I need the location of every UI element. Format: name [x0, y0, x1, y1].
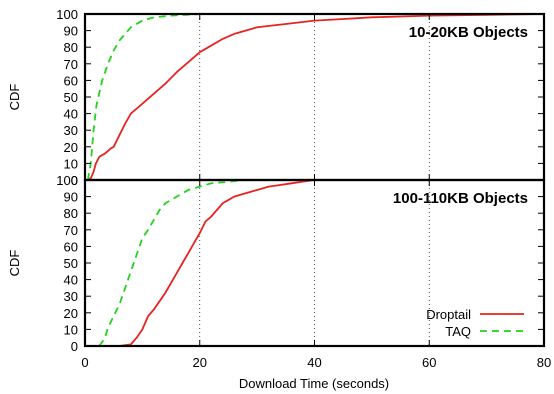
bottom-y-axis-label: CDF — [7, 250, 22, 277]
bottom-y-tick-label-100: 100 — [56, 173, 78, 188]
bottom-y-tick-label-70: 70 — [64, 223, 78, 238]
top-y-axis-label: CDF — [7, 84, 22, 111]
bottom-y-tick-label-90: 90 — [64, 190, 78, 205]
bottom-series-droptail-line — [119, 179, 544, 347]
bottom-x-tick-label-20: 20 — [193, 355, 207, 370]
top-y-tick-label-70: 70 — [64, 57, 78, 72]
bottom-y-tick-label-40: 40 — [64, 273, 78, 288]
top-series-taq-line — [86, 13, 544, 181]
legend-label-taq: TAQ — [445, 324, 471, 339]
bottom-series-taq-line — [98, 179, 544, 347]
top-y-tick-label-20: 20 — [64, 140, 78, 155]
bottom-y-tick-label-60: 60 — [64, 239, 78, 254]
bottom-series-layer — [98, 179, 544, 347]
top-y-tick-label-100: 100 — [56, 7, 78, 22]
bottom-y-tick-label-30: 30 — [64, 289, 78, 304]
bottom-y-tick-label-80: 80 — [64, 206, 78, 221]
bottom-y-tick-label-20: 20 — [64, 306, 78, 321]
top-y-tick-label-0: 0 — [71, 173, 78, 188]
top-series-droptail-line — [87, 13, 545, 181]
top-y-tick-label-80: 80 — [64, 40, 78, 55]
top-series-layer — [86, 13, 545, 181]
bottom-y-tick-label-0: 0 — [71, 339, 78, 354]
bottom-panel-annotation: 100-110KB Objects — [393, 190, 528, 207]
legend: Droptail TAQ — [426, 307, 524, 339]
top-y-tick-label-30: 30 — [64, 123, 78, 138]
bottom-y-tick-label-50: 50 — [64, 256, 78, 271]
bottom-x-tick-label-60: 60 — [422, 355, 436, 370]
top-y-tick-label-90: 90 — [64, 24, 78, 39]
x-axis-label: Download Time (seconds) — [239, 376, 389, 391]
bottom-x-ticks: 0 20 40 60 80 — [81, 180, 551, 370]
top-y-tick-label-40: 40 — [64, 107, 78, 122]
bottom-x-tick-label-80: 80 — [537, 355, 551, 370]
top-y-tick-label-60: 60 — [64, 73, 78, 88]
top-y-tick-label-50: 50 — [64, 90, 78, 105]
bottom-x-tick-label-40: 40 — [307, 355, 321, 370]
top-y-tick-label-10: 10 — [64, 156, 78, 171]
bottom-x-tick-label-0: 0 — [81, 355, 88, 370]
bottom-y-tick-label-10: 10 — [64, 322, 78, 337]
legend-label-droptail: Droptail — [426, 307, 471, 322]
top-panel-annotation: 10-20KB Objects — [409, 24, 528, 41]
